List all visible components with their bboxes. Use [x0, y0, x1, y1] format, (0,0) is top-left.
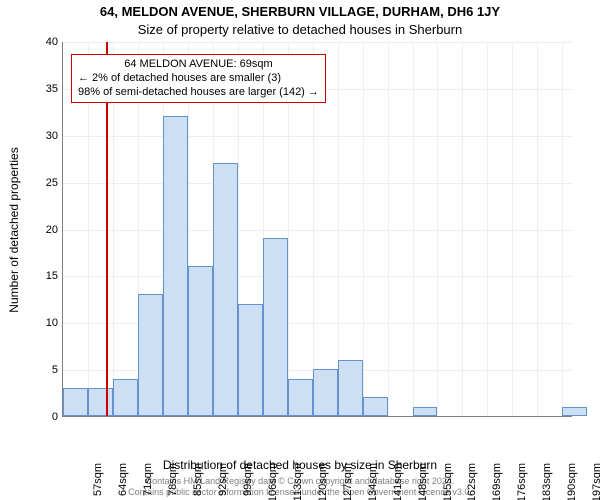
annotation-line-2: ← 2% of detached houses are smaller (3)	[78, 72, 319, 86]
x-tick-label: 78sqm	[167, 463, 179, 500]
x-tick-label: 99sqm	[242, 463, 254, 500]
x-tick-label: 71sqm	[142, 463, 154, 500]
gridline-v	[462, 42, 463, 416]
x-tick-label: 85sqm	[192, 463, 204, 500]
y-axis-label: Number of detached properties	[7, 147, 21, 312]
annotation-line-1: 64 MELDON AVENUE: 69sqm	[78, 58, 319, 72]
y-tick-label: 15	[28, 270, 58, 282]
y-tick-label: 0	[28, 411, 58, 423]
plot-area: 64 MELDON AVENUE: 69sqm← 2% of detached …	[62, 42, 572, 417]
histogram-bar	[263, 238, 288, 416]
gridline-v	[487, 42, 488, 416]
x-tick-label: 197sqm	[591, 463, 600, 500]
gridline-h	[63, 230, 572, 231]
x-tick-label: 127sqm	[342, 463, 354, 500]
histogram-bar	[288, 379, 313, 417]
x-tick-label: 120sqm	[317, 463, 329, 500]
histogram-bar	[562, 407, 587, 416]
histogram-bar	[63, 388, 88, 416]
histogram-bar	[238, 304, 263, 417]
histogram-bar	[413, 407, 438, 416]
x-tick-label: 92sqm	[217, 463, 229, 500]
histogram-bar	[188, 266, 213, 416]
gridline-h	[63, 136, 572, 137]
x-tick-label: 183sqm	[541, 463, 553, 500]
gridline-v	[537, 42, 538, 416]
x-tick-label: 64sqm	[117, 463, 129, 500]
chart-container: 64, MELDON AVENUE, SHERBURN VILLAGE, DUR…	[0, 0, 600, 500]
annotation-box: 64 MELDON AVENUE: 69sqm← 2% of detached …	[71, 54, 326, 103]
x-tick-label: 113sqm	[292, 463, 304, 500]
chart-subtitle: Size of property relative to detached ho…	[0, 22, 600, 37]
y-tick-label: 30	[28, 130, 58, 142]
x-tick-label: 141sqm	[392, 463, 404, 500]
y-tick-label: 20	[28, 224, 58, 236]
gridline-v	[388, 42, 389, 416]
y-tick-label: 25	[28, 177, 58, 189]
y-tick-label: 40	[28, 36, 58, 48]
histogram-bar	[88, 388, 113, 416]
x-tick-label: 162sqm	[466, 463, 478, 500]
histogram-bar	[113, 379, 138, 417]
x-tick-label: 106sqm	[267, 463, 279, 500]
gridline-v	[437, 42, 438, 416]
y-tick-label: 5	[28, 364, 58, 376]
x-tick-label: 57sqm	[92, 463, 104, 500]
histogram-bar	[138, 294, 163, 416]
y-tick-label: 35	[28, 83, 58, 95]
x-tick-label: 169sqm	[491, 463, 503, 500]
histogram-bar	[363, 397, 388, 416]
histogram-bar	[213, 163, 238, 416]
histogram-bar	[313, 369, 338, 416]
x-tick-label: 155sqm	[442, 463, 454, 500]
histogram-bar	[163, 116, 188, 416]
gridline-v	[512, 42, 513, 416]
gridline-v	[562, 42, 563, 416]
x-tick-label: 176sqm	[516, 463, 528, 500]
gridline-v	[363, 42, 364, 416]
chart-title-address: 64, MELDON AVENUE, SHERBURN VILLAGE, DUR…	[0, 4, 600, 19]
annotation-line-3: 98% of semi-detached houses are larger (…	[78, 86, 319, 100]
x-tick-label: 148sqm	[417, 463, 429, 500]
histogram-bar	[338, 360, 363, 416]
gridline-h	[63, 183, 572, 184]
x-tick-label: 190sqm	[566, 463, 578, 500]
gridline-v	[413, 42, 414, 416]
y-tick-label: 10	[28, 317, 58, 329]
x-tick-label: 134sqm	[367, 463, 379, 500]
gridline-h	[63, 276, 572, 277]
gridline-h	[63, 42, 572, 43]
